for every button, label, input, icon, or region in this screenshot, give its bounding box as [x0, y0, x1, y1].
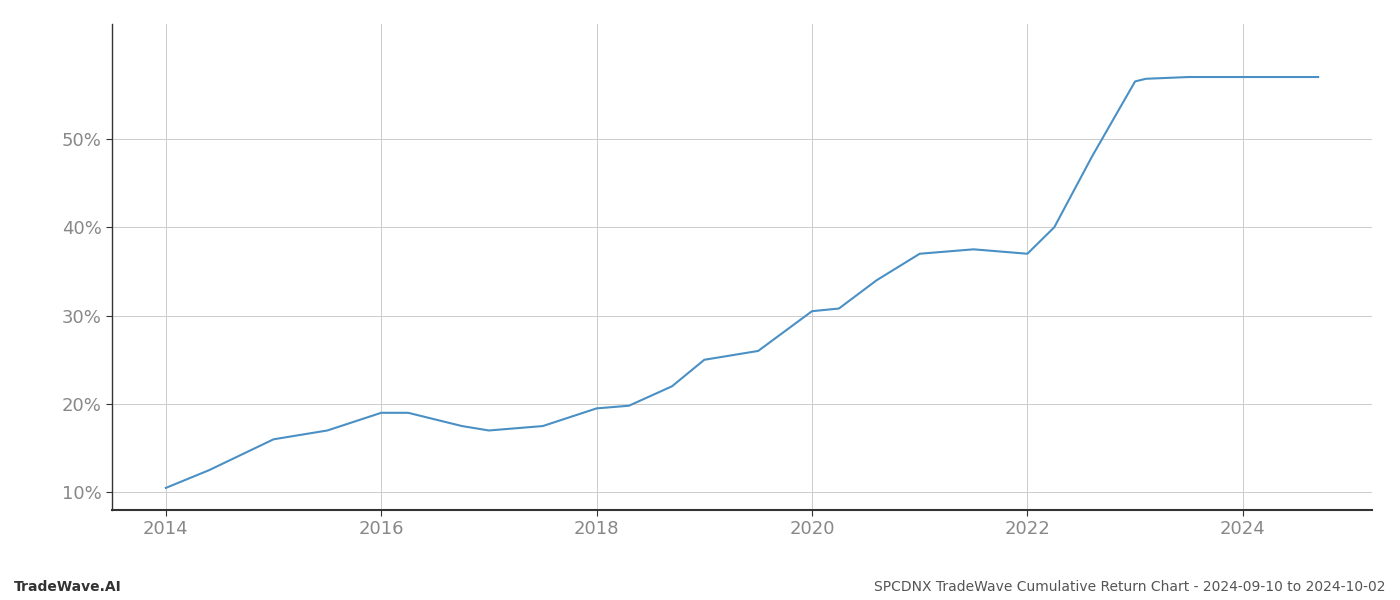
- Text: TradeWave.AI: TradeWave.AI: [14, 580, 122, 594]
- Text: SPCDNX TradeWave Cumulative Return Chart - 2024-09-10 to 2024-10-02: SPCDNX TradeWave Cumulative Return Chart…: [875, 580, 1386, 594]
